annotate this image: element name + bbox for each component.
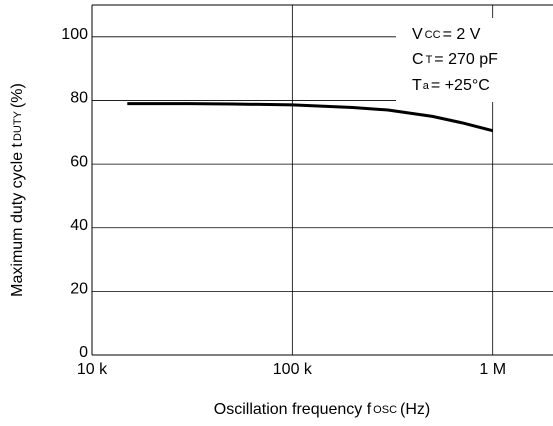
y-tick-label: 80 [70, 90, 88, 107]
y-axis-label: Maximum duty cycle tDUTY(%) [9, 83, 26, 297]
x-tick-label: 1 M [479, 361, 506, 378]
y-tick-label: 60 [70, 153, 88, 170]
x-tick-label: 10 k [77, 361, 108, 378]
chart: VCC= 2 V CT= 270 pF Ta= +25°C Oscillatio… [0, 0, 553, 426]
annotation: Ta= +25°C [412, 77, 490, 94]
y-tick-label: 40 [70, 217, 88, 234]
x-tick-label: 100 k [273, 361, 313, 378]
y-tick-label: 100 [61, 26, 88, 43]
y-tick-label: 0 [79, 344, 88, 361]
data-line [127, 104, 492, 131]
y-tick-label: 20 [70, 281, 88, 298]
